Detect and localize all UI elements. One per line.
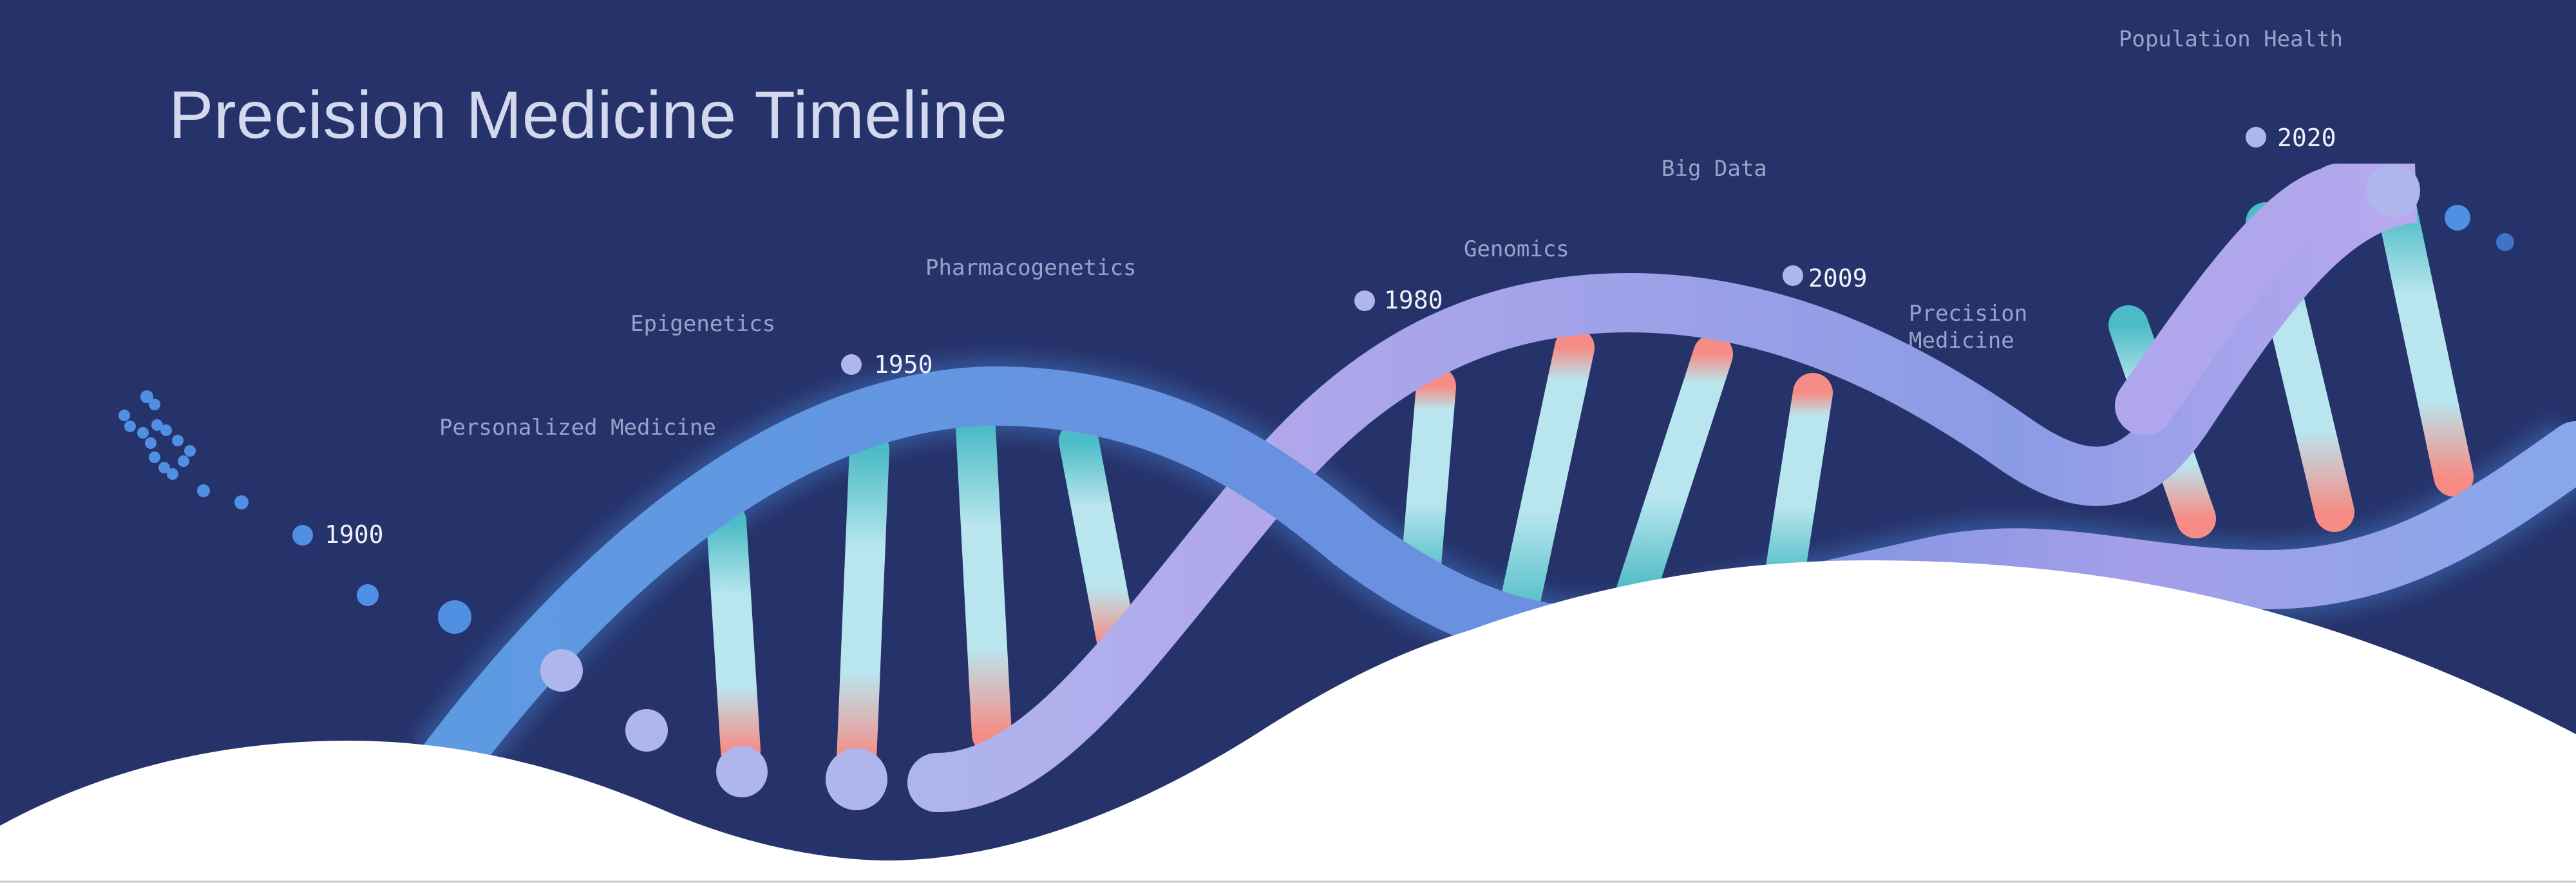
year-label-1900: 1900 xyxy=(325,520,384,549)
dna-strand-a xyxy=(415,366,2576,796)
decorative-dots xyxy=(118,164,2514,810)
topic-epigenetics: Epigenetics xyxy=(630,311,776,337)
topic-personalized-medicine: Personalized Medicine xyxy=(439,415,716,441)
rung xyxy=(1764,373,1833,600)
year-label-1980: 1980 xyxy=(1384,286,1443,314)
topic-big-data: Big Data xyxy=(1662,156,1767,182)
base-pair-rungs-left xyxy=(706,408,1137,780)
dna-strand-b-top xyxy=(2115,167,2361,435)
topic-pharmacogenetics: Pharmacogenetics xyxy=(925,255,1137,281)
year-marker-1900 xyxy=(292,525,313,546)
topic-genomics: Genomics xyxy=(1464,236,1569,262)
year-marker-2009 xyxy=(1783,265,1803,286)
rung xyxy=(1497,328,1595,638)
dna-strand-b xyxy=(907,164,2419,812)
year-marker-2020 xyxy=(2246,127,2266,147)
year-label-2020: 2020 xyxy=(2277,124,2336,152)
white-hill-right xyxy=(1417,560,2576,883)
page-title: Precision Medicine Timeline xyxy=(169,78,1008,153)
white-hill-left xyxy=(0,615,1533,883)
year-markers xyxy=(292,127,2266,546)
year-label-2009: 2009 xyxy=(1808,264,1868,292)
rung xyxy=(1400,366,1456,600)
rung xyxy=(1616,334,1733,612)
topic-precision-medicine: Precision Medicine xyxy=(1909,301,2028,354)
rung xyxy=(2377,189,2474,497)
year-label-1950: 1950 xyxy=(874,350,933,379)
rung xyxy=(956,408,1012,754)
topic-population-health: Population Health xyxy=(2119,26,2343,52)
year-marker-1980 xyxy=(1354,290,1375,311)
rung xyxy=(1059,421,1137,664)
year-marker-1950 xyxy=(841,354,862,375)
base-pair-rungs-middle xyxy=(1400,328,1833,638)
rung xyxy=(837,430,889,780)
rung xyxy=(706,502,761,770)
